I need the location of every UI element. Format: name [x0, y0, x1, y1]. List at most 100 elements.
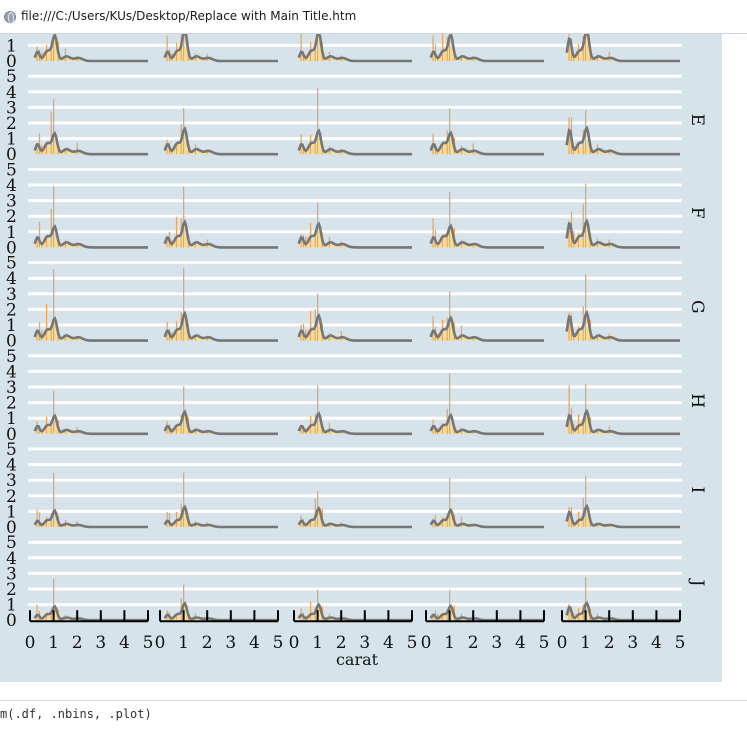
histogram-bar: [327, 244, 329, 248]
histogram-bar: [181, 327, 184, 341]
histogram-bar: [174, 429, 177, 434]
console-bar[interactable]: m(.df, .nbins, .plot): [0, 700, 747, 731]
histogram-bar: [577, 232, 580, 248]
histogram-bar: [174, 56, 177, 61]
histogram-bar: [194, 337, 197, 341]
histogram-bar: [60, 152, 62, 155]
histogram-bar: [595, 432, 597, 434]
address-url[interactable]: file:///C:/Users/KUs/Desktop/Replace wit…: [21, 9, 357, 23]
histogram-bar: [184, 600, 186, 621]
histogram-bar: [463, 525, 465, 527]
y-tick-label: 1: [6, 223, 17, 243]
histogram-bar: [179, 424, 181, 434]
histogram-bar: [326, 337, 328, 341]
histogram-bar: [317, 34, 319, 61]
x-tick-label: 1: [48, 633, 59, 653]
x-tick-label: 4: [383, 633, 394, 653]
histogram-bar: [452, 52, 454, 61]
histogram-bar: [307, 57, 309, 61]
histogram-bar: [68, 619, 70, 621]
histogram-bar: [312, 141, 314, 155]
histogram-bar: [333, 59, 335, 61]
histogram-bar: [324, 339, 326, 341]
histogram-bar: [432, 614, 434, 621]
histogram-bar: [459, 245, 461, 248]
histogram-bar: [38, 512, 41, 527]
histogram-bar: [580, 147, 582, 155]
histogram-bar: [304, 150, 306, 155]
histogram-bar: [35, 337, 37, 341]
histogram-bar: [195, 618, 198, 621]
histogram-bar: [450, 325, 452, 341]
histogram-bar: [65, 430, 68, 434]
histogram-bar: [444, 520, 446, 527]
histogram-bar: [199, 337, 201, 341]
histogram-bar: [470, 339, 472, 341]
density-line: [163, 34, 278, 63]
histogram-bar: [198, 242, 200, 248]
histogram-bar: [322, 525, 325, 527]
histogram-bar: [47, 234, 49, 248]
x-tick-label: 1: [580, 633, 591, 653]
histogram-bar: [69, 59, 71, 61]
histogram-bar: [581, 146, 583, 155]
histogram-bar: [568, 507, 570, 527]
histogram-bar: [600, 525, 602, 527]
histogram-bar: [179, 143, 181, 155]
histogram-bar: [315, 320, 318, 341]
histogram-bar: [469, 153, 471, 155]
histogram-bar: [318, 420, 320, 434]
browser-address-bar[interactable]: file:///C:/Users/KUs/Desktop/Replace wit…: [0, 0, 747, 34]
histogram-bar: [440, 54, 443, 61]
histogram-bar: [206, 337, 208, 341]
histogram-bar: [337, 338, 339, 341]
histogram-bar: [195, 334, 198, 341]
density-line: [297, 411, 412, 436]
x-tick-label: 4: [249, 633, 260, 653]
histogram-bar: [185, 605, 187, 621]
histogram-bar: [450, 505, 452, 527]
histogram-bar: [587, 329, 589, 341]
density-line: [297, 34, 412, 63]
histogram-bar: [436, 335, 438, 341]
histogram-bar: [595, 619, 597, 621]
histogram-bar: [204, 432, 206, 434]
histogram-bar: [312, 617, 314, 621]
histogram-bar: [53, 390, 55, 434]
histogram-bar: [325, 152, 327, 155]
histogram-bar: [476, 245, 478, 248]
y-tick-label: 2: [6, 580, 17, 600]
histogram-bar: [197, 525, 199, 527]
histogram-bar: [311, 241, 313, 248]
histogram-bar: [597, 618, 600, 621]
histogram-bar: [307, 617, 309, 621]
x-tick-label: 2: [336, 633, 347, 653]
density-line: [33, 316, 148, 342]
histogram-bar: [311, 55, 313, 61]
histogram-bar: [443, 142, 445, 155]
y-tick-label: 5: [6, 160, 17, 180]
histogram-bar: [179, 334, 181, 341]
histogram-bar: [35, 431, 37, 434]
histogram-bar: [461, 150, 464, 155]
histogram-bar: [68, 432, 70, 434]
density-line: [429, 507, 544, 529]
histogram-bar: [37, 142, 39, 155]
histogram-bar: [35, 618, 37, 621]
histogram-bar: [440, 332, 443, 341]
histogram-bar: [304, 525, 306, 527]
histogram-bar: [325, 59, 327, 61]
histogram-bar: [299, 334, 301, 341]
histogram-bar: [195, 148, 198, 155]
histogram-bar: [65, 335, 68, 341]
histogram-bar: [431, 244, 433, 248]
histogram-bar: [339, 432, 341, 434]
histogram-bar: [53, 472, 55, 527]
histogram-bar: [177, 425, 179, 434]
density-line: [297, 506, 412, 529]
histogram-bar: [576, 522, 579, 527]
histogram-bar: [342, 245, 345, 248]
density-line: [565, 503, 680, 529]
density-line: [163, 310, 278, 342]
y-tick-label: 0: [6, 238, 17, 258]
